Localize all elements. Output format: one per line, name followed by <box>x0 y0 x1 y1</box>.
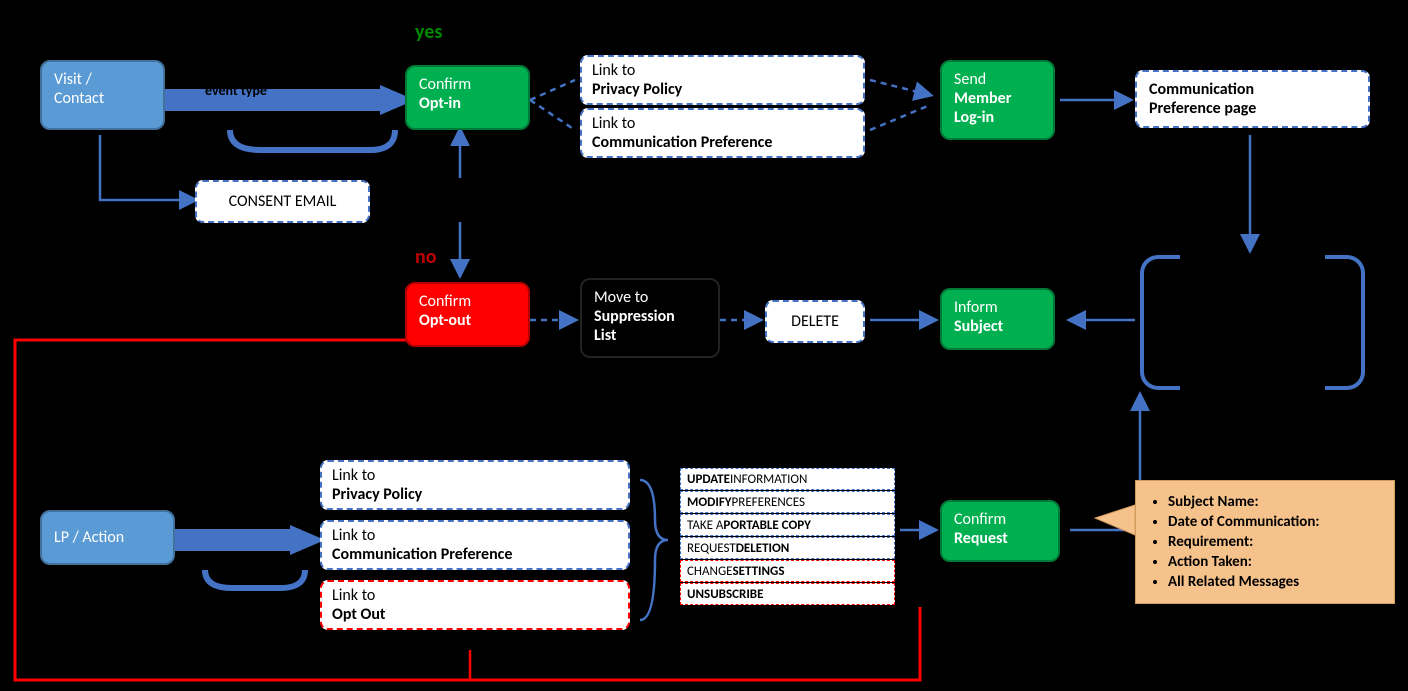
callout-item: Subject Name: <box>1168 493 1380 511</box>
brace-left <box>1140 255 1180 390</box>
lp-action-node: LP / Action <box>40 510 175 565</box>
confirm-optin-node: Confirm Opt-in <box>405 65 530 130</box>
commpref-page-node: Communication Preference page <box>1135 70 1370 128</box>
section2-label: MARKETER COMMUNICATION <box>32 440 170 484</box>
delete-node: DELETE <box>765 300 865 343</box>
yes-label: yes <box>415 20 442 44</box>
brace-right <box>1325 255 1365 390</box>
suppression-node: Move to Suppression List <box>580 278 720 358</box>
optout-link: Link to Opt Out <box>320 580 630 630</box>
confirm-optout-node: Confirm Opt-out <box>405 282 530 347</box>
callout-item: Action Taken: <box>1168 553 1380 571</box>
record-callout: Subject Name: Date of Communication: Requi… <box>1135 480 1395 604</box>
consent-email-node: CONSENT EMAIL <box>195 180 370 223</box>
callout-item: Date of Communication: <box>1168 513 1380 531</box>
event-type-label: event type <box>205 82 267 99</box>
no-label: no <box>415 245 436 269</box>
visit-contact-node: Visit / Contact <box>40 60 165 130</box>
logs-text: Data Flow Privacy & Action Logs <box>1185 282 1315 350</box>
commpref-link-1: Link to Communication Preference <box>580 108 865 158</box>
record-keeping-label: RECORD KEEPING <box>1125 650 1256 672</box>
request-row: UNSUBSCRIBE <box>680 583 895 605</box>
optional-label: (Optional) <box>585 250 661 272</box>
section1-label: 1st TOUCH POINT <box>40 20 171 42</box>
request-row: UPDATE INFORMATION <box>680 468 895 490</box>
privacy-link-1: Link to Privacy Policy <box>580 55 865 105</box>
request-row: TAKE A PORTABLE COPY <box>680 514 895 536</box>
request-row: REQUEST DELETION <box>680 537 895 559</box>
member-login-node: Send Member Log-in <box>940 60 1055 140</box>
request-row: CHANGE SETTINGS <box>680 560 895 582</box>
inform-subject-node: Inform Subject <box>940 288 1055 350</box>
commpref-link-2: Link to Communication Preference <box>320 520 630 570</box>
request-row: MODIFY PREFERENCES <box>680 491 895 513</box>
confirm-request-node: Confirm Request <box>940 500 1060 562</box>
callout-item: All Related Messages <box>1168 573 1380 591</box>
callout-item: Requirement: <box>1168 533 1380 551</box>
privacy-link-2: Link to Privacy Policy <box>320 460 630 510</box>
